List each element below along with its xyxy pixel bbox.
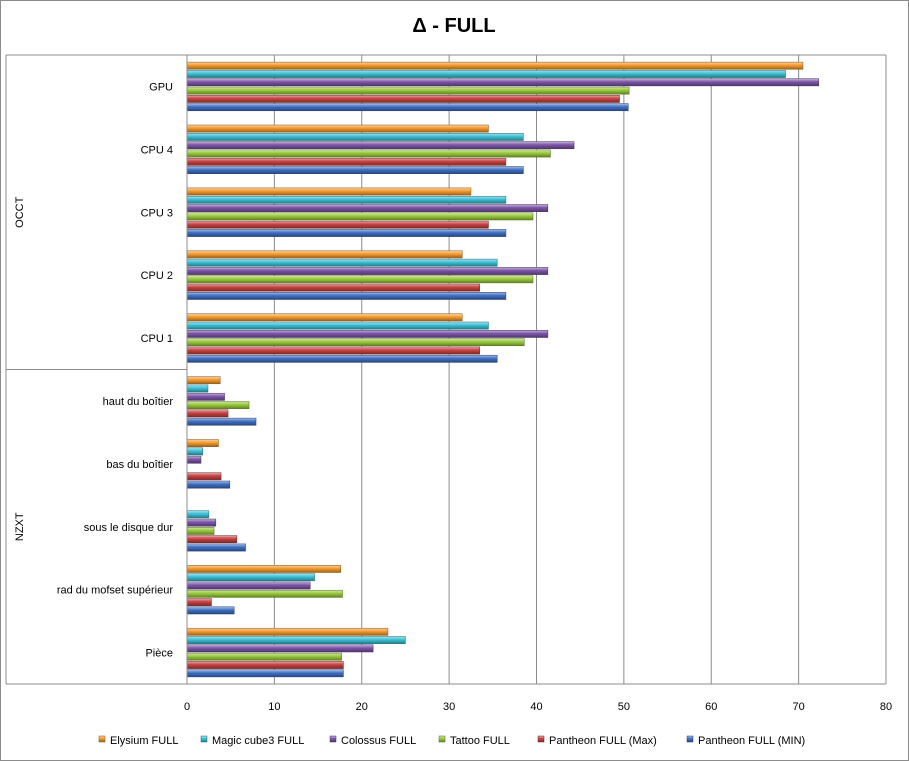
- bar-gpu-pantheon-full-max-: [186, 95, 620, 103]
- bar-cpu-1-tattoo-full: [186, 338, 525, 347]
- chart-title: Δ - FULL: [412, 15, 495, 37]
- bar-bas-du-boîtier-pantheon-full-min-: [186, 480, 231, 489]
- legend-swatch: [537, 735, 545, 743]
- bar-cpu-1-pantheon-full-min-: [186, 354, 498, 363]
- category-label: CPU 4: [141, 144, 173, 156]
- legend-label: Magic cube3 FULL: [212, 735, 304, 747]
- bar-gpu-pantheon-full-min-: [186, 103, 629, 112]
- x-tick-label: 80: [880, 701, 892, 713]
- bar-haut-du-boîtier-elysium-full: [186, 376, 221, 385]
- legend-label: Pantheon FULL (Max): [549, 735, 657, 747]
- bar-sous-le-disque-dur-magic-cube3-full: [186, 510, 210, 519]
- bar-pièce-tattoo-full: [186, 652, 342, 661]
- bars: [186, 61, 819, 678]
- bar-cpu-1-pantheon-full-max-: [186, 346, 480, 355]
- bar-cpu-3-elysium-full: [186, 187, 472, 196]
- bar-bas-du-boîtier-magic-cube3-full: [186, 447, 203, 456]
- x-tick-label: 30: [443, 701, 455, 713]
- x-tick-label: 20: [356, 701, 368, 713]
- bar-haut-du-boîtier-tattoo-full: [186, 401, 250, 409]
- legend: Elysium FULL Magic cube3 FULL Colossus FUL…: [98, 735, 805, 747]
- x-tick-label: 10: [268, 701, 280, 713]
- bar-cpu-2-pantheon-full-max-: [186, 283, 480, 292]
- bar-rad-du-mofset-supérieur-magic-cube3-full: [186, 573, 315, 582]
- group-label: OCCT: [14, 196, 26, 227]
- bar-sous-le-disque-dur-colossus-full: [186, 518, 217, 527]
- bar-gpu-tattoo-full: [186, 86, 630, 95]
- category-labels: GPU CPU 4 CPU 3 CPU 2 CPU 1 haut du boîtier ba…: [57, 81, 174, 659]
- legend-swatch: [329, 735, 337, 743]
- bar-haut-du-boîtier-pantheon-full-min-: [186, 417, 257, 426]
- category-label: rad du mofset supérieur: [57, 585, 174, 597]
- bar-sous-le-disque-dur-tattoo-full: [186, 527, 215, 535]
- bar-pièce-pantheon-full-min-: [186, 669, 344, 678]
- bar-rad-du-mofset-supérieur-pantheon-full-min-: [186, 606, 235, 615]
- legend-swatch: [98, 735, 106, 743]
- bar-cpu-4-tattoo-full: [186, 149, 551, 158]
- bar-rad-du-mofset-supérieur-colossus-full: [186, 581, 311, 590]
- legend-label: Colossus FULL: [341, 735, 416, 747]
- bar-sous-le-disque-dur-pantheon-full-min-: [186, 543, 246, 552]
- bar-haut-du-boîtier-magic-cube3-full: [186, 384, 209, 393]
- category-label: GPU: [149, 81, 173, 93]
- bar-pièce-magic-cube3-full: [186, 636, 406, 644]
- x-tick-label: 50: [618, 701, 630, 713]
- x-tick-label: 70: [793, 701, 805, 713]
- x-tick-label: 60: [705, 701, 717, 713]
- category-label: bas du boîtier: [106, 459, 173, 471]
- bar-cpu-3-pantheon-full-max-: [186, 220, 489, 229]
- bar-pièce-colossus-full: [186, 644, 374, 653]
- bar-cpu-1-colossus-full: [186, 330, 549, 338]
- category-label: CPU 3: [141, 207, 173, 219]
- bar-bas-du-boîtier-pantheon-full-max-: [186, 472, 222, 481]
- tick-labels: 0 10 20 30 40 50 60 70 80: [184, 701, 892, 713]
- bar-pièce-elysium-full: [186, 627, 389, 636]
- legend-label: Tattoo FULL: [450, 735, 510, 747]
- bar-cpu-4-colossus-full: [186, 141, 575, 150]
- bar-haut-du-boîtier-colossus-full: [186, 392, 225, 401]
- bar-cpu-4-magic-cube3-full: [186, 133, 524, 141]
- x-tick-label: 0: [184, 701, 190, 713]
- category-label: sous le disque dur: [84, 522, 174, 534]
- legend-swatch: [438, 735, 446, 743]
- bar-cpu-2-tattoo-full: [186, 275, 534, 284]
- bar-cpu-1-elysium-full: [186, 313, 463, 322]
- x-tick-label: 40: [530, 701, 542, 713]
- bar-cpu-2-elysium-full: [186, 250, 463, 259]
- bar-cpu-2-colossus-full: [186, 267, 549, 275]
- category-label: CPU 2: [141, 270, 173, 282]
- category-label: haut du boîtier: [103, 396, 174, 408]
- bar-haut-du-boîtier-pantheon-full-max-: [186, 409, 229, 418]
- bar-cpu-2-pantheon-full-min-: [186, 292, 507, 300]
- category-label: CPU 1: [141, 333, 173, 345]
- bar-rad-du-mofset-supérieur-tattoo-full: [186, 589, 343, 598]
- legend-label: Elysium FULL: [110, 735, 178, 747]
- group-label: NZXT: [14, 512, 26, 541]
- bar-sous-le-disque-dur-pantheon-full-max-: [186, 535, 238, 544]
- group-labels: OCCT NZXT: [6, 196, 187, 541]
- bar-cpu-2-magic-cube3-full: [186, 258, 498, 267]
- bar-cpu-3-tattoo-full: [186, 212, 534, 221]
- legend-swatch: [200, 735, 208, 743]
- bar-cpu-4-pantheon-full-max-: [186, 157, 507, 166]
- bar-gpu-magic-cube3-full: [186, 70, 786, 78]
- bar-gpu-colossus-full: [186, 78, 819, 87]
- bar-pièce-pantheon-full-max-: [186, 661, 344, 669]
- category-label: Pièce: [145, 648, 173, 660]
- bar-cpu-4-pantheon-full-min-: [186, 166, 524, 174]
- bar-bas-du-boîtier-elysium-full: [186, 439, 219, 447]
- bar-cpu-3-pantheon-full-min-: [186, 229, 507, 237]
- legend-swatch: [686, 735, 694, 743]
- bar-bas-du-boîtier-colossus-full: [186, 455, 202, 464]
- bar-rad-du-mofset-supérieur-pantheon-full-max-: [186, 598, 212, 606]
- bar-cpu-3-magic-cube3-full: [186, 195, 507, 204]
- bar-gpu-elysium-full: [186, 61, 804, 70]
- bar-cpu-1-magic-cube3-full: [186, 321, 489, 330]
- bar-cpu-3-colossus-full: [186, 204, 549, 212]
- legend-label: Pantheon FULL (MIN): [698, 735, 805, 747]
- bar-rad-du-mofset-supérieur-elysium-full: [186, 565, 342, 573]
- bar-cpu-4-elysium-full: [186, 124, 489, 133]
